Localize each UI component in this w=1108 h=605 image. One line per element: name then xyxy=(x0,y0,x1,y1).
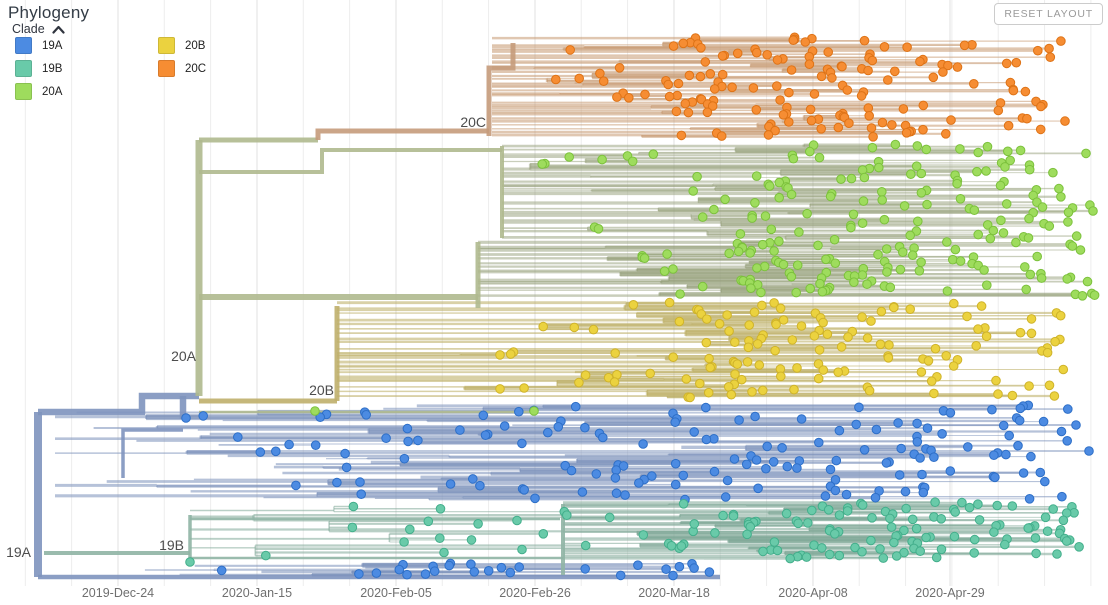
date-axis-labels: 2019-Dec-24 2020-Jan-15 2020-Feb-05 2020-Fe… xyxy=(82,586,985,600)
axis-tick-label: 2020-Apr-08 xyxy=(778,586,848,600)
legend-item-19A[interactable]: 19A xyxy=(15,34,62,57)
clade-legend-toggle[interactable]: Clade xyxy=(12,22,65,36)
legend-swatch-19B[interactable] xyxy=(15,60,32,77)
chevron-up-icon xyxy=(52,25,65,34)
clade-legend-column-1: 19A 19B 20A xyxy=(15,34,62,103)
legend-label-19B: 19B xyxy=(42,62,63,75)
clade-branch-labels[interactable]: 19A 19B 20A 20B 20C xyxy=(6,114,486,560)
clade-legend-column-2: 20B 20C xyxy=(158,34,206,80)
legend-item-20B[interactable]: 20B xyxy=(158,34,206,57)
axis-tick-label: 2020-Apr-29 xyxy=(915,586,985,600)
axis-tick-label: 2020-Jan-15 xyxy=(222,586,292,600)
clade-label-20B[interactable]: 20B xyxy=(309,382,334,398)
legend-swatch-20C[interactable] xyxy=(158,60,175,77)
axis-tick-label: 2020-Feb-26 xyxy=(499,586,571,600)
legend-label-20B: 20B xyxy=(185,39,206,52)
clade-label-19A[interactable]: 19A xyxy=(6,544,32,560)
clade-label-19B[interactable]: 19B xyxy=(159,537,184,553)
legend-swatch-19A[interactable] xyxy=(15,37,32,54)
legend-swatch-20A[interactable] xyxy=(15,83,32,100)
clade-label-20A[interactable]: 20A xyxy=(171,348,197,364)
tree-tip-nodes[interactable] xyxy=(181,32,1100,581)
legend-label-19A: 19A xyxy=(42,39,63,52)
axis-tick-label: 2020-Feb-05 xyxy=(360,586,432,600)
panel-title: Phylogeny xyxy=(8,3,90,22)
legend-item-19B[interactable]: 19B xyxy=(15,57,62,80)
legend-swatch-20B[interactable] xyxy=(158,37,175,54)
clade-label-20C[interactable]: 20C xyxy=(460,114,486,130)
legend-item-20A[interactable]: 20A xyxy=(15,80,62,103)
axis-tick-label: 2020-Mar-18 xyxy=(638,586,710,600)
legend-label-20A: 20A xyxy=(42,85,63,98)
reset-layout-button[interactable]: RESET LAYOUT xyxy=(994,3,1103,25)
legend-toggle-label: Clade xyxy=(12,22,45,36)
axis-tick-label: 2019-Dec-24 xyxy=(82,586,154,600)
legend-item-20C[interactable]: 20C xyxy=(158,57,206,80)
legend-label-20C: 20C xyxy=(185,62,207,75)
